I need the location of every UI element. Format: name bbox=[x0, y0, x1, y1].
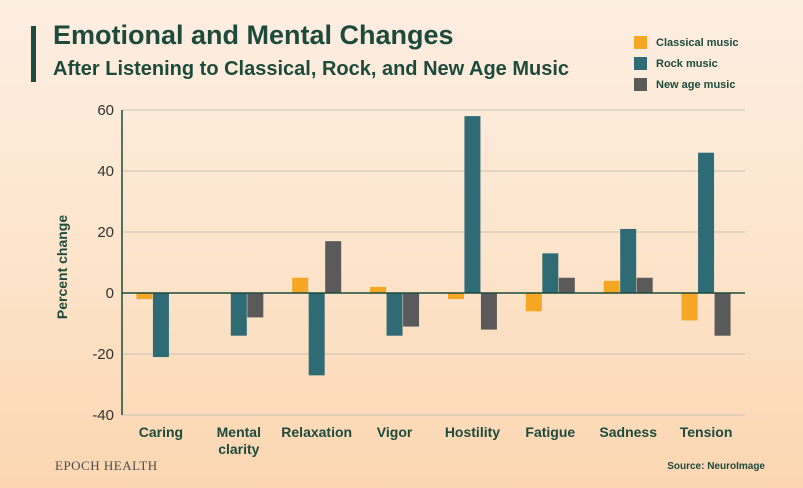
bar-classical-music bbox=[136, 293, 153, 300]
bar-rock-music bbox=[464, 116, 481, 293]
x-category-label: Sadness bbox=[599, 424, 657, 440]
y-tick-label: -40 bbox=[92, 407, 114, 424]
x-category-label-line: clarity bbox=[218, 441, 259, 457]
legend-label-rock: Rock music bbox=[656, 57, 718, 70]
x-category-label-line: Mental bbox=[217, 424, 261, 440]
legend-label-newage: New age music bbox=[656, 78, 736, 91]
chart-subtitle: After Listening to Classical, Rock, and … bbox=[53, 58, 570, 80]
bar-classical-music bbox=[292, 277, 309, 293]
x-category-label-line: Hostility bbox=[445, 424, 500, 440]
legend-swatch-classical bbox=[634, 36, 647, 49]
x-category-label-line: Caring bbox=[139, 424, 183, 440]
x-category-label-line: Vigor bbox=[377, 424, 413, 440]
y-tick-label: -20 bbox=[92, 346, 114, 363]
bar-rock-music bbox=[542, 253, 559, 293]
title-accent-bar bbox=[31, 26, 36, 82]
y-tick-label: 20 bbox=[97, 224, 114, 241]
bar-classical-music bbox=[447, 293, 464, 300]
x-category-label: Tension bbox=[680, 424, 733, 440]
bar-new-age-music bbox=[403, 293, 420, 327]
bar-rock-music bbox=[620, 228, 637, 293]
chart-title: Emotional and Mental Changes bbox=[53, 20, 454, 50]
x-category-label-line: Relaxation bbox=[281, 424, 352, 440]
bar-new-age-music bbox=[714, 293, 731, 336]
bar-new-age-music bbox=[247, 293, 264, 318]
bar-rock-music bbox=[152, 293, 169, 358]
x-category-label-line: Fatigue bbox=[525, 424, 575, 440]
bar-rock-music bbox=[698, 152, 715, 293]
bar-classical-music bbox=[370, 286, 387, 293]
y-tick-label: 0 bbox=[106, 285, 114, 302]
x-category-label: Hostility bbox=[445, 424, 500, 440]
legend-swatch-rock bbox=[634, 57, 647, 70]
bar-rock-music bbox=[308, 293, 325, 376]
legend-item-rock: Rock music bbox=[634, 53, 739, 74]
y-tick-label: 40 bbox=[97, 163, 114, 180]
x-category-label: Caring bbox=[139, 424, 183, 440]
source-note: Source: NeuroImage bbox=[667, 461, 765, 472]
legend-swatch-newage bbox=[634, 78, 647, 91]
legend: Classical music Rock music New age music bbox=[634, 32, 739, 95]
legend-label-classical: Classical music bbox=[656, 36, 739, 49]
bar-classical-music bbox=[525, 293, 542, 312]
legend-item-classical: Classical music bbox=[634, 32, 739, 53]
x-category-label: Mental clarity bbox=[217, 424, 261, 457]
x-category-label: Fatigue bbox=[525, 424, 575, 440]
x-category-label: Relaxation bbox=[281, 424, 352, 440]
brand-logo: EPOCH HEALTH bbox=[55, 458, 158, 473]
bar-new-age-music bbox=[636, 277, 653, 293]
bar-new-age-music bbox=[558, 277, 575, 293]
y-tick-label: 60 bbox=[97, 102, 114, 119]
x-category-label: Vigor bbox=[377, 424, 413, 440]
bar-classical-music bbox=[681, 293, 698, 321]
bar-new-age-music bbox=[325, 241, 342, 293]
bar-classical-music bbox=[603, 280, 620, 293]
bar-rock-music bbox=[386, 293, 403, 336]
legend-item-newage: New age music bbox=[634, 74, 739, 95]
bar-new-age-music bbox=[480, 293, 497, 330]
bar-rock-music bbox=[230, 293, 247, 336]
x-category-label-line: Sadness bbox=[599, 424, 657, 440]
x-category-label-line: Tension bbox=[680, 424, 733, 440]
